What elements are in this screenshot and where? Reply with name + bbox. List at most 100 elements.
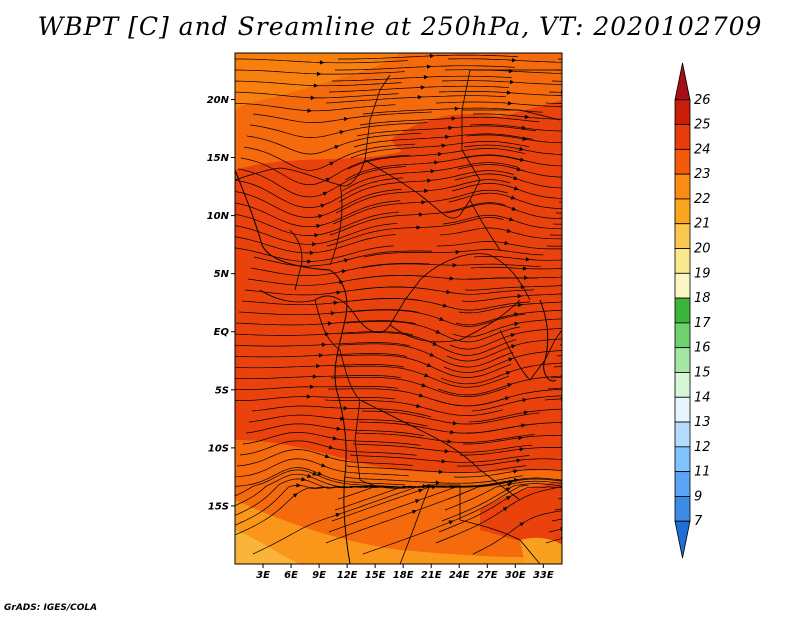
colorbar-label: 9 (694, 489, 702, 504)
colorbar-label: 7 (694, 514, 703, 529)
streamline (236, 449, 413, 467)
streamline (235, 364, 404, 369)
streamline-arrow (420, 85, 426, 90)
streamline-arrow (511, 206, 517, 211)
streamline (356, 125, 537, 137)
streamline-arrow (510, 195, 516, 200)
colorbar-swatch (674, 272, 691, 299)
streamline-arrow (514, 321, 520, 327)
streamline-arrow (508, 357, 514, 362)
streamline-arrow (509, 79, 515, 85)
streamline (235, 188, 402, 218)
streamline-arrow (313, 83, 319, 88)
streamline (556, 355, 562, 357)
streamline-arrow (418, 212, 424, 217)
streamline-arrow (448, 125, 454, 131)
streamline (346, 465, 527, 473)
streamline (442, 214, 562, 230)
streamline (545, 102, 562, 104)
streamline-arrow (448, 520, 454, 525)
streamline (335, 65, 515, 71)
chart-title: WBPT [C] and Sreamline at 250hPa, VT: 20… (37, 12, 763, 41)
streamline-arrow (518, 302, 523, 308)
colorbar-swatch (674, 124, 691, 150)
streamline (545, 538, 562, 544)
streamline (341, 162, 518, 192)
lon-tick-label: 3E (256, 570, 270, 581)
streamline-arrow (506, 90, 512, 95)
streamline-arrow (502, 506, 508, 512)
streamline-arrow (423, 188, 429, 194)
streamline-arrow (328, 445, 334, 450)
streamline (235, 80, 402, 87)
colorbar-label: 12 (694, 440, 711, 455)
streamline (350, 140, 530, 159)
streamline-arrow (310, 95, 316, 100)
streamline (329, 202, 506, 236)
streamline-arrow (435, 329, 441, 334)
streamline (449, 327, 562, 350)
lat-tick-label: 15S (208, 501, 229, 512)
streamline-arrow (329, 161, 335, 166)
colorbar-swatch (674, 198, 691, 225)
streamline (352, 443, 533, 453)
streamline-arrow (336, 426, 342, 431)
streamline-arrow (312, 471, 318, 476)
streamline-arrow (430, 169, 436, 174)
streamline (472, 510, 562, 555)
lon-tick-label: 21E (421, 570, 442, 581)
streamline (564, 477, 576, 478)
streamline (440, 362, 562, 385)
streamline-arrow (307, 259, 312, 264)
streamline-arrow (567, 200, 572, 204)
colorbar-label: 19 (694, 266, 711, 281)
lon-tick-label: 6E (284, 570, 298, 581)
streamline-arrow (316, 71, 322, 77)
streamline-arrow (296, 483, 302, 488)
lat-tick-label: 15N (207, 153, 230, 164)
streamline-arrow (418, 488, 424, 493)
streamline (459, 447, 562, 456)
streamline-arrow (435, 480, 441, 485)
streamline (235, 245, 394, 262)
streamline (466, 134, 562, 144)
colorbar-label: 20 (694, 242, 711, 257)
streamline-arrow (519, 447, 525, 452)
streamline-arrow (341, 269, 347, 274)
streamline (342, 332, 517, 356)
streamline-arrow (315, 363, 321, 369)
streamline-arrow (567, 68, 572, 72)
streamline-arrow (508, 479, 514, 485)
streamline (325, 95, 506, 104)
streamline-arrow (318, 214, 324, 219)
streamline (345, 321, 521, 343)
streamline-arrow (513, 175, 519, 181)
streamline (463, 144, 562, 155)
streamline-arrow (454, 106, 460, 111)
streamline-arrow (563, 375, 568, 379)
software-credit: GrADS: IGES/COLA (4, 603, 98, 613)
colorbar-swatch (674, 62, 691, 101)
colorbar-label: 15 (694, 365, 711, 380)
streamline (460, 154, 562, 167)
streamline (434, 388, 562, 407)
streamline (466, 422, 562, 434)
colorbar-swatch (674, 297, 691, 324)
streamline-arrow (441, 143, 447, 148)
streamline-arrow (450, 429, 455, 435)
streamline-arrow (344, 258, 349, 263)
streamline (246, 132, 422, 155)
colorbar-label: 14 (694, 390, 711, 405)
streamline-arrow (429, 53, 435, 59)
colorbar-label: 11 (694, 465, 711, 480)
streamline-arrow (343, 405, 349, 411)
streamline (330, 376, 508, 397)
streamline (435, 486, 562, 544)
streamline-arrow (519, 522, 525, 527)
streamline (544, 398, 562, 401)
streamline-arrow (565, 495, 570, 499)
streamline (454, 173, 562, 189)
streamline (235, 320, 416, 326)
plot-frame (234, 52, 563, 565)
